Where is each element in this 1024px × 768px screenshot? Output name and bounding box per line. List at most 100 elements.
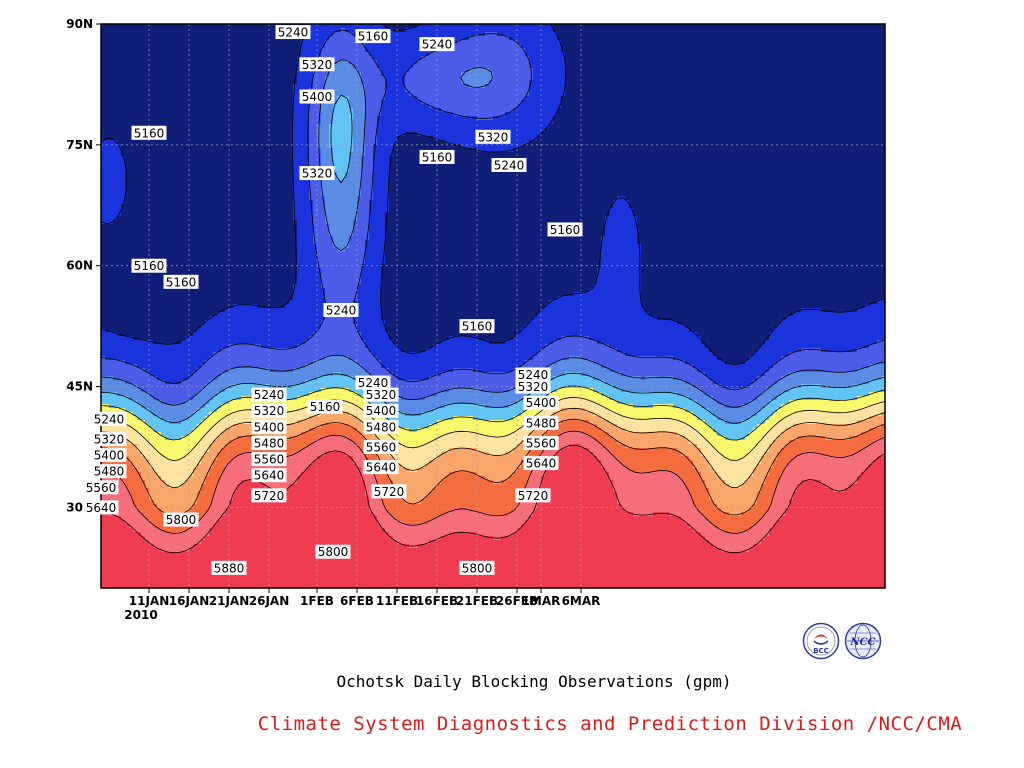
x-tick-label: 6MAR — [562, 594, 601, 608]
contour-label-bg — [315, 544, 351, 559]
contour-label-bg — [251, 387, 287, 402]
chart-title: Ochotsk Daily Blocking Observations (gpm… — [336, 672, 732, 691]
contour-label: 5640 — [523, 456, 559, 471]
contour-label-text: 5560 — [366, 441, 397, 455]
contour-label: 5400 — [299, 89, 335, 104]
contour-label: 5480 — [251, 435, 287, 450]
contour-label: 5320 — [363, 387, 399, 402]
x-tick-label: 26FEB — [496, 594, 538, 608]
contour-label: 5720 — [251, 488, 287, 503]
plot-frame — [100, 23, 886, 589]
contour-label-bg — [251, 488, 287, 503]
contour-label-bg — [299, 166, 335, 181]
contour-label: 5240 — [251, 387, 287, 402]
contour-label: 5400 — [523, 395, 559, 410]
contour-label: 5560 — [83, 480, 119, 495]
contour-label: 5880 — [211, 560, 247, 575]
contour-label-text: 5400 — [526, 396, 557, 410]
contour-label: 5480 — [523, 415, 559, 430]
contour-label: 5240 — [419, 37, 455, 52]
contour-label: 5480 — [91, 464, 127, 479]
blocking-contour-chart: 11JAN 16JAN 21JAN 26JAN 1FEB 6FEB 11FEB16FEB21… — [66, 17, 886, 622]
contour-label-bg — [515, 488, 551, 503]
contour-label-text: 5640 — [366, 461, 397, 475]
credit-text: Climate System Diagnostics and Predictio… — [257, 713, 963, 735]
contour-label: 5400 — [251, 419, 287, 434]
contour-label: 5320 — [475, 129, 511, 144]
y-tick-label: 45N — [66, 380, 93, 394]
contour-label-bg — [419, 149, 455, 164]
contour-label-bg — [523, 395, 559, 410]
contour-label: 5160 — [355, 29, 391, 44]
contour-label: 5160 — [131, 125, 167, 140]
contour-label-bg — [163, 512, 199, 527]
contour-label: 5640 — [363, 460, 399, 475]
bcc-logo-text: BCC — [813, 647, 829, 655]
contour-label-bg — [515, 367, 551, 382]
contour-label-text: 5400 — [254, 420, 285, 434]
contour-label: 5240 — [515, 367, 551, 382]
contour-label: 5240 — [275, 25, 311, 40]
contour-label-text: 5160 — [166, 275, 197, 289]
x-tick-label: 11FEB — [376, 594, 418, 608]
x-tick-label: 26JAN — [249, 594, 290, 608]
x-tick-label: 16JAN — [169, 594, 210, 608]
contour-label-text: 5240 — [518, 368, 549, 382]
contour-label-layer: 5240532054005320516052405160516053205240… — [83, 25, 583, 575]
contour-label: 5240 — [355, 375, 391, 390]
contour-label-bg — [131, 258, 167, 273]
contour-label: 5560 — [523, 435, 559, 450]
x-tick-label: 6FEB — [340, 594, 374, 608]
contour-label-text: 5240 — [94, 412, 125, 426]
contour-label-bg — [91, 411, 127, 426]
contour-label-bg — [91, 464, 127, 479]
contour-label-bg — [515, 379, 551, 394]
contour-label-bg — [251, 468, 287, 483]
x-tick-label: 16FEB — [416, 594, 458, 608]
contour-label: 5480 — [363, 419, 399, 434]
contour-label-bg — [251, 403, 287, 418]
contour-label-text: 5560 — [86, 481, 117, 495]
contour-label-text: 5160 — [358, 30, 389, 44]
contour-label: 5640 — [83, 500, 119, 515]
contour-label-text: 5800 — [462, 561, 493, 575]
contour-label-text: 5160 — [134, 259, 165, 273]
contour-label: 5160 — [459, 319, 495, 334]
contour-label-bg — [91, 431, 127, 446]
contour-label-bg — [275, 25, 311, 40]
x-tick-label: 11JAN — [129, 594, 170, 608]
contour-label: 5320 — [91, 431, 127, 446]
contour-label-bg — [323, 303, 359, 318]
contour-label-bg — [459, 560, 495, 575]
contour-label: 5320 — [299, 57, 335, 72]
contour-label-text: 5560 — [254, 453, 285, 467]
x-tick-label: 21JAN — [209, 594, 250, 608]
x-tick-label: 1MAR — [522, 594, 561, 608]
contour-label-text: 5720 — [518, 489, 549, 503]
contour-label-bg — [523, 456, 559, 471]
contour-label: 5720 — [371, 484, 407, 499]
y-tick-label: 75N — [66, 138, 93, 152]
contour-fill-layer — [101, 24, 885, 588]
contour-label-bg — [363, 440, 399, 454]
contour-label: 5800 — [163, 512, 199, 527]
contour-label-text: 5800 — [318, 545, 349, 559]
contour-label: 5240 — [91, 411, 127, 426]
contour-label-text: 5400 — [302, 90, 333, 104]
contour-label: 5160 — [131, 258, 167, 273]
contour-label-text: 5240 — [494, 159, 525, 173]
contour-label-bg — [475, 129, 511, 144]
contour-label-text: 5400 — [366, 404, 397, 418]
contour-label: 5800 — [315, 544, 351, 559]
contour-label-text: 5560 — [526, 436, 557, 450]
contour-label: 5160 — [419, 149, 455, 164]
contour-label-text: 5720 — [374, 485, 405, 499]
contour-label-bg — [251, 435, 287, 450]
contour-label: 5800 — [459, 560, 495, 575]
contour-label-bg — [251, 452, 287, 467]
contour-label-text: 5320 — [478, 130, 509, 144]
contour-label-bg — [163, 274, 199, 289]
contour-label: 5400 — [91, 448, 127, 463]
contour-label: 5400 — [363, 403, 399, 418]
contour-label: 5320 — [299, 166, 335, 181]
